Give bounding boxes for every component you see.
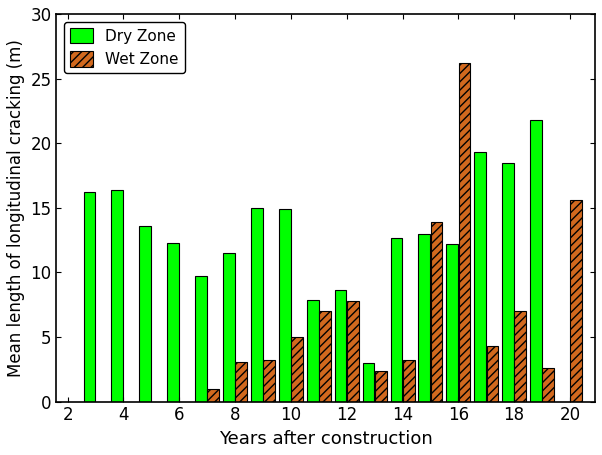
Bar bbox=[195, 276, 207, 402]
Bar bbox=[418, 233, 430, 402]
Bar bbox=[111, 190, 123, 402]
Bar bbox=[84, 192, 95, 402]
Bar bbox=[263, 360, 275, 402]
Bar bbox=[515, 311, 526, 402]
Bar bbox=[167, 243, 179, 402]
Bar bbox=[291, 337, 303, 402]
Bar bbox=[391, 238, 402, 402]
Bar bbox=[335, 290, 346, 402]
Bar bbox=[319, 311, 330, 402]
Bar bbox=[375, 371, 386, 402]
Bar bbox=[474, 152, 486, 402]
X-axis label: Years after construction: Years after construction bbox=[219, 430, 433, 448]
Y-axis label: Mean length of longitudinal cracking (m): Mean length of longitudinal cracking (m) bbox=[7, 39, 25, 377]
Bar bbox=[570, 200, 582, 402]
Bar bbox=[279, 209, 291, 402]
Bar bbox=[140, 226, 151, 402]
Bar bbox=[251, 208, 262, 402]
Bar bbox=[530, 120, 542, 402]
Bar bbox=[430, 222, 442, 402]
Bar bbox=[459, 63, 470, 402]
Bar bbox=[362, 363, 374, 402]
Bar bbox=[486, 346, 498, 402]
Bar bbox=[502, 162, 514, 402]
Bar bbox=[403, 360, 415, 402]
Bar bbox=[223, 253, 235, 402]
Bar bbox=[446, 244, 458, 402]
Bar bbox=[235, 362, 247, 402]
Bar bbox=[307, 299, 318, 402]
Bar bbox=[542, 368, 554, 402]
Legend: Dry Zone, Wet Zone: Dry Zone, Wet Zone bbox=[64, 21, 185, 73]
Bar bbox=[347, 301, 359, 402]
Bar bbox=[208, 389, 219, 402]
